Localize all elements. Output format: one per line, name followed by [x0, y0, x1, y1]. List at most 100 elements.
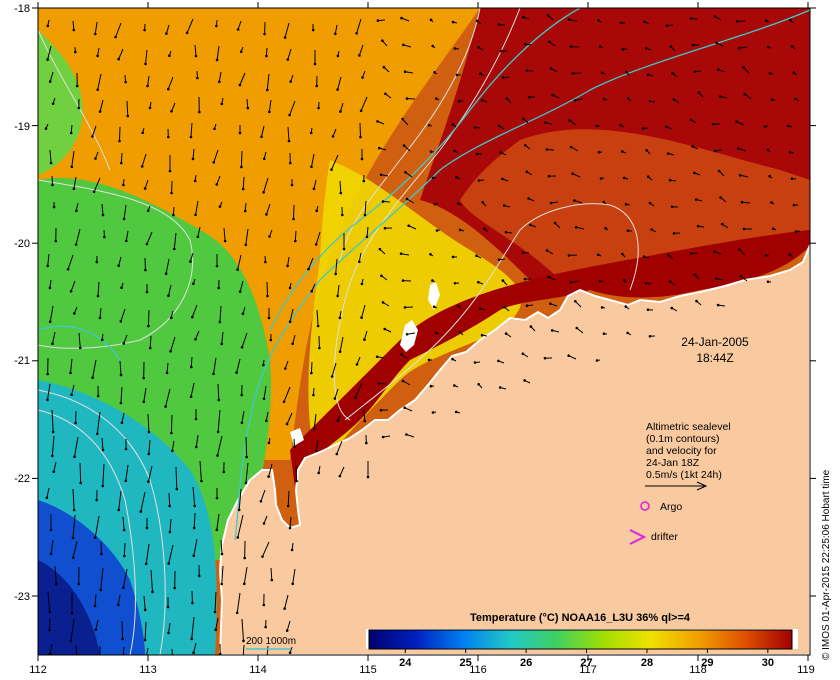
colorbar-tick-label: 28: [641, 657, 653, 669]
velocity-arrow: [54, 227, 58, 243]
velocity-arrow: [216, 435, 223, 457]
velocity-arrow: [405, 97, 416, 100]
velocity-arrow: [672, 232, 681, 235]
velocity-arrow: [431, 411, 437, 414]
velocity-arrow: [77, 566, 80, 586]
velocity-arrow: [689, 118, 697, 124]
velocity-arrow: [383, 327, 392, 333]
velocity-arrow: [96, 411, 101, 436]
velocity-arrow: [403, 406, 413, 412]
scale-arrow-icon: [645, 481, 708, 491]
velocity-arrow: [549, 67, 558, 73]
velocity-arrow: [48, 305, 54, 324]
velocity-arrow: [72, 488, 76, 512]
velocity-arrow: [504, 230, 513, 234]
velocity-arrow: [310, 283, 316, 293]
velocity-arrow: [334, 24, 338, 36]
velocity-arrow: [770, 98, 776, 101]
lat-tick-label: -20: [14, 238, 30, 250]
velocity-arrow: [240, 150, 243, 169]
velocity-arrow: [477, 179, 485, 182]
velocity-arrow: [167, 128, 170, 139]
lon-tick-label: 113: [139, 664, 157, 676]
velocity-arrow: [763, 125, 769, 128]
velocity-arrow: [668, 178, 677, 182]
velocity-arrow: [212, 357, 217, 376]
velocity-arrow: [479, 72, 486, 77]
velocity-arrow: [545, 148, 555, 151]
velocity-arrow: [286, 490, 290, 508]
velocity-arrow: [619, 123, 625, 128]
velocity-arrow: [363, 330, 368, 341]
velocity-arrow: [282, 386, 291, 404]
colorbar-tick-label: 26: [520, 657, 532, 669]
velocity-arrow: [527, 197, 535, 202]
velocity-arrow: [433, 71, 438, 75]
velocity-arrow: [695, 299, 702, 306]
velocity-arrow: [51, 331, 56, 346]
velocity-arrow: [693, 171, 701, 176]
velocity-arrow: [117, 256, 122, 268]
velocity-arrow: [399, 252, 410, 256]
velocity-arrow: [217, 383, 221, 402]
legend-line: 0.5m/s (1kt 24h): [646, 469, 722, 481]
velocity-arrow: [457, 100, 464, 103]
velocity-arrow: [527, 95, 536, 99]
colorbar-tick-label: 29: [701, 657, 713, 669]
velocity-arrow: [790, 45, 796, 50]
velocity-arrow: [288, 100, 296, 117]
velocity-arrow: [170, 414, 173, 435]
velocity-arrow: [191, 304, 198, 319]
velocity-arrow: [497, 258, 506, 262]
velocity-arrow: [359, 96, 368, 113]
velocity-arrow: [125, 230, 129, 243]
velocity-arrow: [523, 277, 532, 281]
velocity-arrow: [403, 306, 414, 309]
velocity-arrow: [73, 306, 78, 315]
velocity-arrow: [147, 309, 150, 328]
velocity-arrow: [770, 201, 775, 205]
velocity-arrow: [220, 539, 224, 556]
velocity-arrow: [238, 72, 246, 87]
velocity-arrow: [573, 98, 584, 102]
velocity-arrows: [44, 13, 801, 655]
velocity-arrow: [92, 177, 101, 194]
velocity-arrow: [124, 464, 129, 483]
velocity-arrow: [93, 593, 97, 608]
velocity-arrow: [429, 150, 435, 153]
velocity-arrow: [236, 20, 242, 31]
velocity-arrow: [172, 206, 175, 217]
velocity-arrow: [72, 20, 76, 32]
velocity-arrow: [212, 149, 219, 164]
velocity-arrow: [48, 617, 51, 632]
velocity-arrow: [339, 102, 344, 113]
velocity-arrow: [126, 100, 130, 118]
velocity-arrow: [794, 230, 801, 233]
velocity-arrow: [342, 233, 346, 251]
velocity-arrow: [331, 128, 337, 138]
velocity-arrow: [75, 72, 79, 88]
velocity-arrow: [381, 435, 391, 439]
velocity-arrow: [501, 177, 509, 182]
velocity-arrow: [433, 202, 439, 206]
velocity-arrow: [169, 336, 176, 353]
velocity-arrow: [194, 200, 199, 217]
velocity-arrow: [384, 92, 392, 99]
velocity-arrow: [454, 410, 461, 414]
velocity-arrow: [401, 279, 412, 282]
velocity-arrow: [49, 514, 53, 532]
velocity-arrow: [142, 361, 145, 380]
velocity-arrow: [218, 201, 223, 208]
velocity-arrow: [478, 307, 486, 311]
velocity-arrow: [360, 278, 364, 286]
velocity-arrow: [100, 333, 104, 342]
velocity-arrow: [215, 513, 220, 532]
axis-ticks: [32, 2, 816, 661]
velocity-arrow: [669, 45, 676, 52]
velocity-arrow: [46, 45, 52, 61]
velocity-arrow: [405, 433, 415, 438]
velocity-arrow: [380, 274, 388, 281]
velocity-arrow: [742, 66, 750, 74]
colorbar-gradient: [368, 629, 793, 650]
velocity-arrow: [216, 409, 221, 434]
